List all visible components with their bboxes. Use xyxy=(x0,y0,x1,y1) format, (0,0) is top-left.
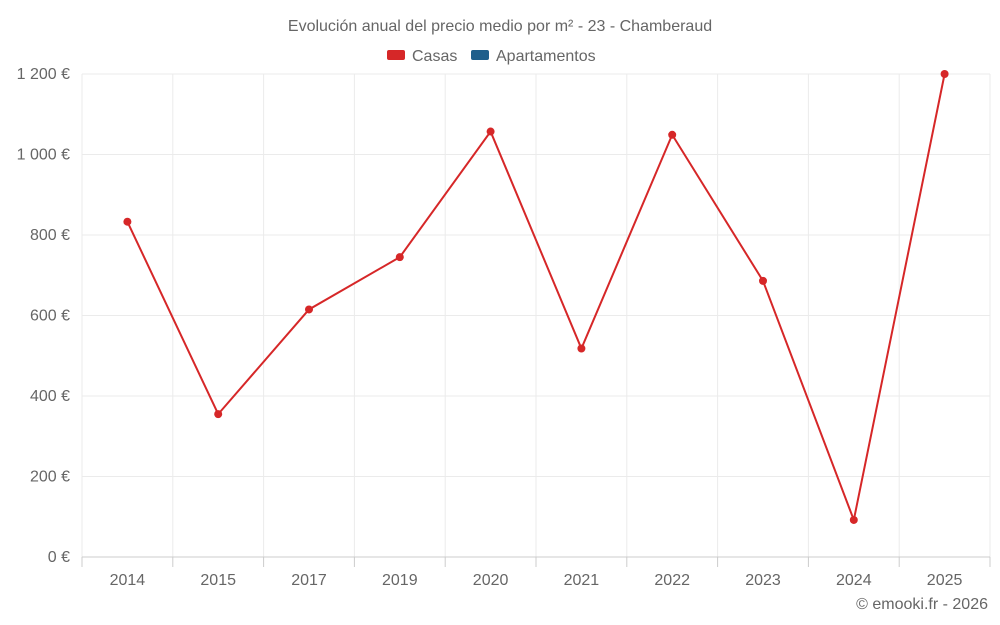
x-tick-label: 2014 xyxy=(110,572,146,589)
x-tick-label: 2023 xyxy=(745,572,781,589)
legend: Casas Apartamentos xyxy=(387,48,596,65)
data-point[interactable] xyxy=(668,130,677,139)
legend-label-apartamentos: Apartamentos xyxy=(496,48,596,65)
data-point[interactable] xyxy=(577,344,586,353)
y-tick-label: 1 200 € xyxy=(17,66,70,83)
data-point[interactable] xyxy=(395,253,404,262)
data-point[interactable] xyxy=(214,410,223,419)
y-tick-label: 400 € xyxy=(30,388,70,405)
credit-text: © emooki.fr - 2026 xyxy=(856,596,988,613)
data-point[interactable] xyxy=(305,305,313,314)
y-tick-label: 0 € xyxy=(48,549,70,566)
data-point[interactable] xyxy=(759,276,767,285)
legend-swatch-apartamentos xyxy=(471,50,489,60)
x-tick-label: 2017 xyxy=(291,572,327,589)
x-tick-label: 2019 xyxy=(382,572,418,589)
chart-title: Evolución anual del precio medio por m² … xyxy=(288,18,712,35)
data-point[interactable] xyxy=(486,127,495,136)
x-axis-ticks: 2014 2015 2017 2019 2020 2021 2022 2023 2024 2025 xyxy=(81,557,991,589)
y-tick-label: 1 000 € xyxy=(17,147,70,164)
x-gridlines xyxy=(81,74,991,557)
data-point[interactable] xyxy=(849,515,858,524)
x-tick-label: 2021 xyxy=(564,572,600,589)
data-point[interactable] xyxy=(123,217,132,226)
y-tick-label: 800 € xyxy=(30,227,70,244)
series-layer xyxy=(123,70,949,524)
y-axis-ticks: 0 € 200 € 400 € 600 € 800 € 1 000 € 1 200 € xyxy=(17,66,70,566)
y-tick-label: 600 € xyxy=(30,308,70,325)
legend-item-apartamentos[interactable]: Apartamentos xyxy=(471,48,596,65)
series-line-casas xyxy=(126,73,946,524)
y-tick-label: 200 € xyxy=(30,469,70,486)
x-tick-label: 2022 xyxy=(654,572,690,589)
x-tick-label: 2025 xyxy=(927,572,963,589)
x-tick-label: 2024 xyxy=(836,572,872,589)
data-point[interactable] xyxy=(940,70,949,78)
x-tick-label: 2015 xyxy=(200,572,236,589)
legend-item-casas[interactable]: Casas xyxy=(387,48,457,65)
legend-swatch-casas xyxy=(387,50,405,60)
legend-label-casas: Casas xyxy=(412,48,457,65)
x-tick-label: 2020 xyxy=(473,572,509,589)
